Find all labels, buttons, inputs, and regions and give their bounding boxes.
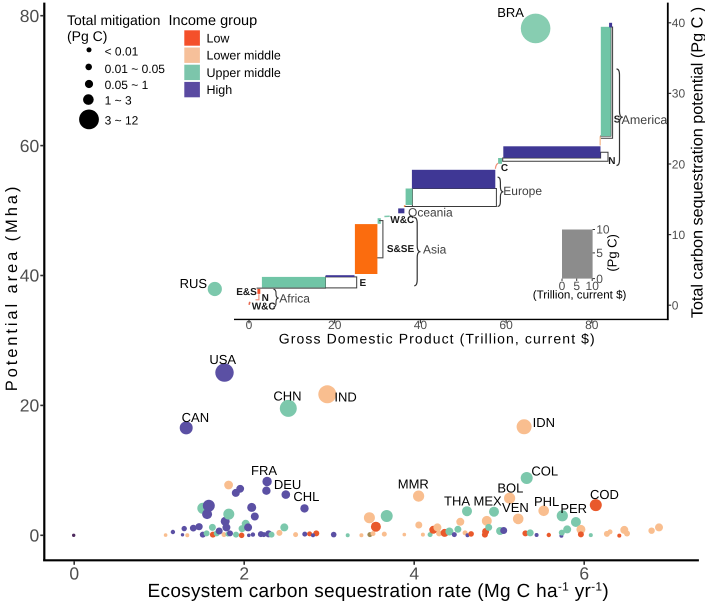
svg-text:30: 30	[672, 87, 686, 101]
svg-text:Gross Domestic Product (Trill: Gross Domestic Product (Trillion, curren…	[279, 331, 596, 347]
svg-text:MEX: MEX	[474, 493, 503, 508]
svg-text:CHN: CHN	[273, 389, 301, 404]
svg-text:20: 20	[672, 157, 686, 171]
svg-text:N: N	[608, 156, 615, 167]
svg-text:THA: THA	[444, 494, 470, 509]
svg-text:FRA: FRA	[251, 463, 277, 478]
svg-text:3 ~ 12: 3 ~ 12	[105, 114, 139, 128]
svg-text:Upper middle: Upper middle	[207, 66, 281, 80]
svg-text:S&SE: S&SE	[387, 244, 415, 255]
svg-text:0.01 ~ 0.05: 0.01 ~ 0.05	[105, 62, 166, 76]
svg-text:USA: USA	[209, 352, 236, 367]
svg-text:20: 20	[20, 396, 40, 416]
svg-text:PER: PER	[560, 501, 587, 516]
svg-text:COL: COL	[531, 463, 558, 478]
svg-text:Income group: Income group	[169, 13, 258, 29]
svg-text:(Pg C): (Pg C)	[67, 28, 107, 44]
svg-text:E: E	[360, 278, 367, 289]
svg-text:Total mitigation: Total mitigation	[67, 12, 160, 28]
svg-text:VEN: VEN	[502, 500, 529, 515]
svg-text:< 0.01: < 0.01	[105, 44, 139, 58]
svg-text:Europe: Europe	[503, 184, 542, 198]
svg-text:High: High	[207, 83, 233, 97]
svg-text:1 ~ 3: 1 ~ 3	[105, 94, 132, 108]
svg-text:IDN: IDN	[533, 415, 555, 430]
svg-text:80: 80	[20, 6, 40, 26]
svg-text:Lower middle: Lower middle	[207, 49, 281, 63]
svg-text:E&S: E&S	[236, 287, 257, 298]
svg-text:CAN: CAN	[182, 410, 209, 425]
svg-text:40: 40	[672, 16, 686, 30]
svg-text:Oceania: Oceania	[408, 206, 453, 220]
svg-text:BOL: BOL	[497, 481, 523, 496]
svg-text:(Pg C): (Pg C)	[605, 234, 620, 272]
svg-text:10: 10	[672, 228, 686, 242]
svg-text:CHL: CHL	[293, 489, 319, 504]
svg-text:0: 0	[246, 318, 253, 332]
svg-text:Potential area (Mha): Potential area (Mha)	[3, 184, 21, 392]
svg-text:RUS: RUS	[180, 276, 208, 291]
svg-text:40: 40	[20, 266, 40, 286]
svg-text:COD: COD	[590, 487, 619, 502]
svg-text:BRA: BRA	[497, 5, 524, 20]
svg-text:C: C	[501, 163, 508, 174]
svg-text:Low: Low	[207, 31, 231, 45]
svg-text:Ecosystem carbon sequestration: Ecosystem carbon sequestration rate (Mg …	[148, 580, 610, 603]
svg-text:Asia: Asia	[423, 243, 447, 257]
svg-text:5: 5	[596, 246, 603, 260]
svg-text:Total carbon sequestration pot: Total carbon sequestration potential (Pg…	[688, 7, 705, 318]
svg-text:Africa: Africa	[279, 291, 310, 305]
svg-text:0: 0	[672, 299, 679, 313]
svg-text:0: 0	[69, 563, 79, 583]
svg-text:0: 0	[29, 526, 39, 546]
svg-text:PHL: PHL	[534, 494, 559, 509]
svg-text:0.05 ~ 1: 0.05 ~ 1	[105, 78, 149, 92]
svg-text:IND: IND	[334, 389, 356, 404]
svg-text:MMR: MMR	[398, 476, 429, 491]
svg-text:America: America	[622, 113, 668, 127]
svg-text:(Trillion, current $): (Trillion, current $)	[533, 289, 627, 302]
svg-text:60: 60	[20, 136, 40, 156]
svg-text:W&C: W&C	[252, 302, 276, 313]
